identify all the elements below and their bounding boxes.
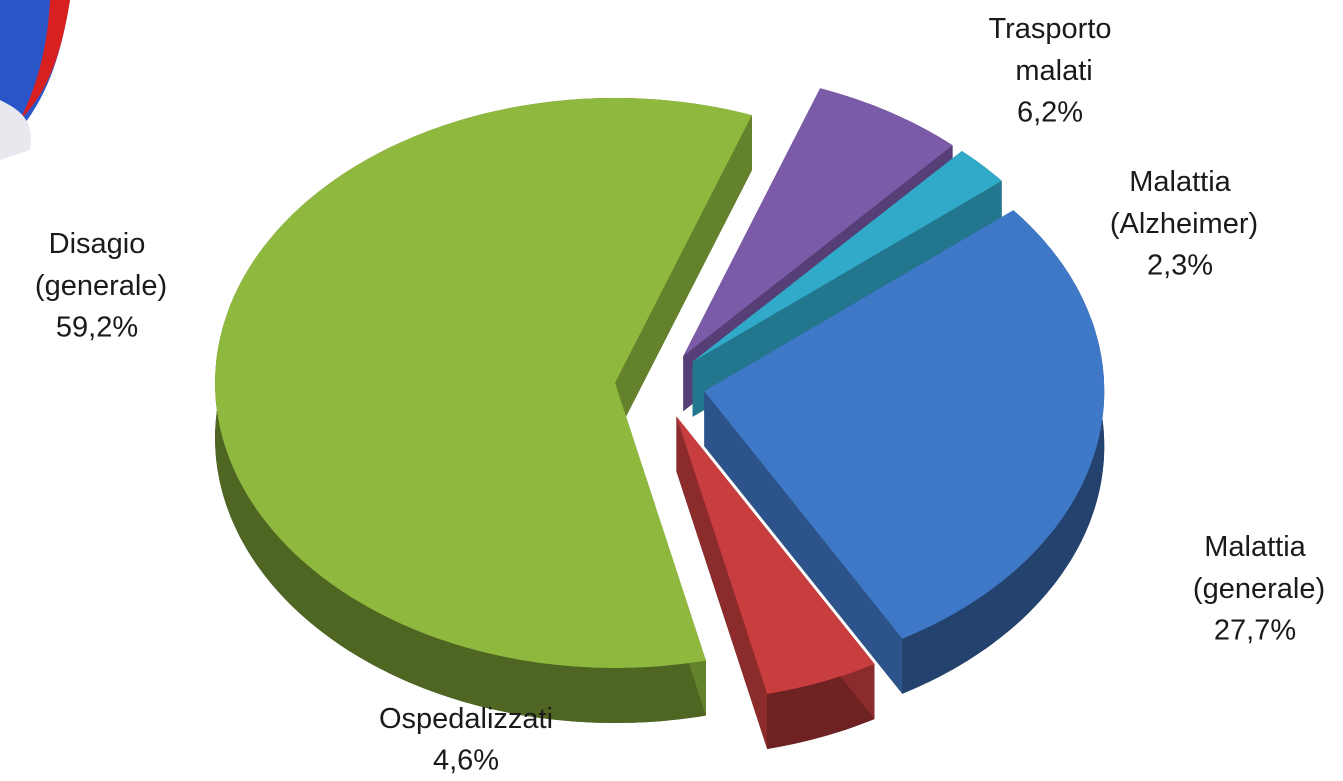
slice-value-label: 6,2% <box>1017 97 1083 129</box>
slice <box>683 88 953 357</box>
slice-value-label: 27,7% <box>1214 615 1296 647</box>
slice-value-label: 4,6% <box>433 745 499 777</box>
slice-edge <box>676 416 768 749</box>
slice <box>676 416 875 694</box>
slice-label: Ospedalizzati <box>379 703 553 735</box>
slice-value-label: 2,3% <box>1147 250 1213 282</box>
slice-label: Malattia (generale) <box>1185 531 1325 605</box>
slice-label: Disagio (generale) <box>27 228 167 302</box>
slice <box>215 98 752 668</box>
slice-edge <box>704 391 903 694</box>
slice-edge <box>615 115 752 438</box>
corner-illustration <box>0 0 70 160</box>
slice-side <box>902 210 1105 694</box>
slice-value-label: 59,2% <box>56 312 138 344</box>
slice-label: Trasporto malati <box>988 13 1111 87</box>
slice-label: Malattia (Alzheimer) <box>1102 166 1258 240</box>
slice <box>704 210 1105 639</box>
slice-tops <box>215 88 1105 694</box>
slice <box>692 151 1002 362</box>
